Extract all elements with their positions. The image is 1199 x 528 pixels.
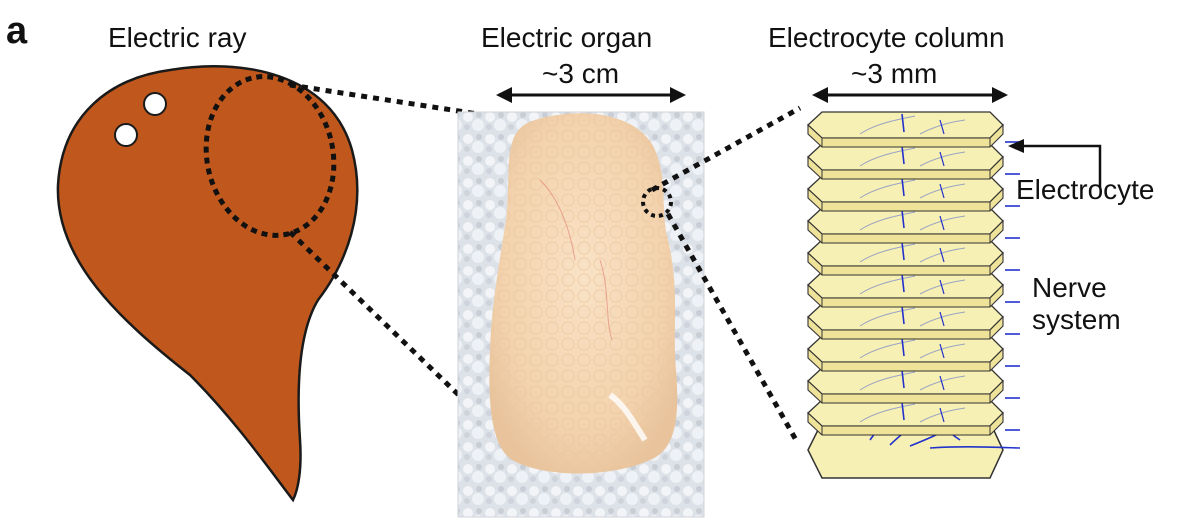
organ-width-arrow bbox=[496, 87, 686, 103]
electrocyte-layer bbox=[807, 207, 1020, 244]
ray-spiracle-upper bbox=[143, 92, 167, 116]
ray-body bbox=[56, 64, 359, 503]
column-width-arrow bbox=[812, 87, 1008, 103]
electrocyte-layer bbox=[807, 143, 1020, 180]
ray-spiracle-lower bbox=[114, 123, 138, 147]
electric-organ-photo bbox=[457, 111, 705, 518]
electrocyte-layer bbox=[807, 399, 1020, 436]
column-dimension-label: ~3 mm bbox=[851, 58, 938, 89]
nerve-system-label: Nerve system bbox=[1032, 272, 1121, 336]
electric-organ-title: Electric organ bbox=[481, 22, 653, 53]
organ-location-outline bbox=[203, 74, 337, 238]
electrocyte-layer bbox=[807, 303, 1020, 340]
electrocyte-layer bbox=[807, 239, 1020, 276]
electrocyte-pointer bbox=[1008, 139, 1102, 188]
zoom-line-top-right bbox=[650, 105, 802, 193]
electrocyte-layer bbox=[807, 335, 1020, 372]
organ-dimension-label: ~3 cm bbox=[542, 58, 620, 89]
electrocyte-layer bbox=[807, 111, 1020, 148]
electrocyte-layer bbox=[807, 175, 1020, 212]
nerve-branch bbox=[929, 446, 1021, 449]
panel-label: a bbox=[6, 10, 28, 52]
electrocyte-column bbox=[807, 111, 1021, 479]
electrocyte-layer bbox=[807, 271, 1020, 308]
zoom-line-top-left bbox=[289, 82, 531, 125]
electric-ray-title: Electric ray bbox=[108, 22, 247, 53]
zoom-line-bottom-right bbox=[665, 212, 799, 442]
electrocyte-layer bbox=[807, 367, 1020, 404]
electrocyte-label: Electrocyte bbox=[1016, 174, 1155, 205]
electrocyte-column-title: Electrocyte column bbox=[768, 22, 1005, 53]
electric-ray-illustration bbox=[56, 64, 359, 503]
